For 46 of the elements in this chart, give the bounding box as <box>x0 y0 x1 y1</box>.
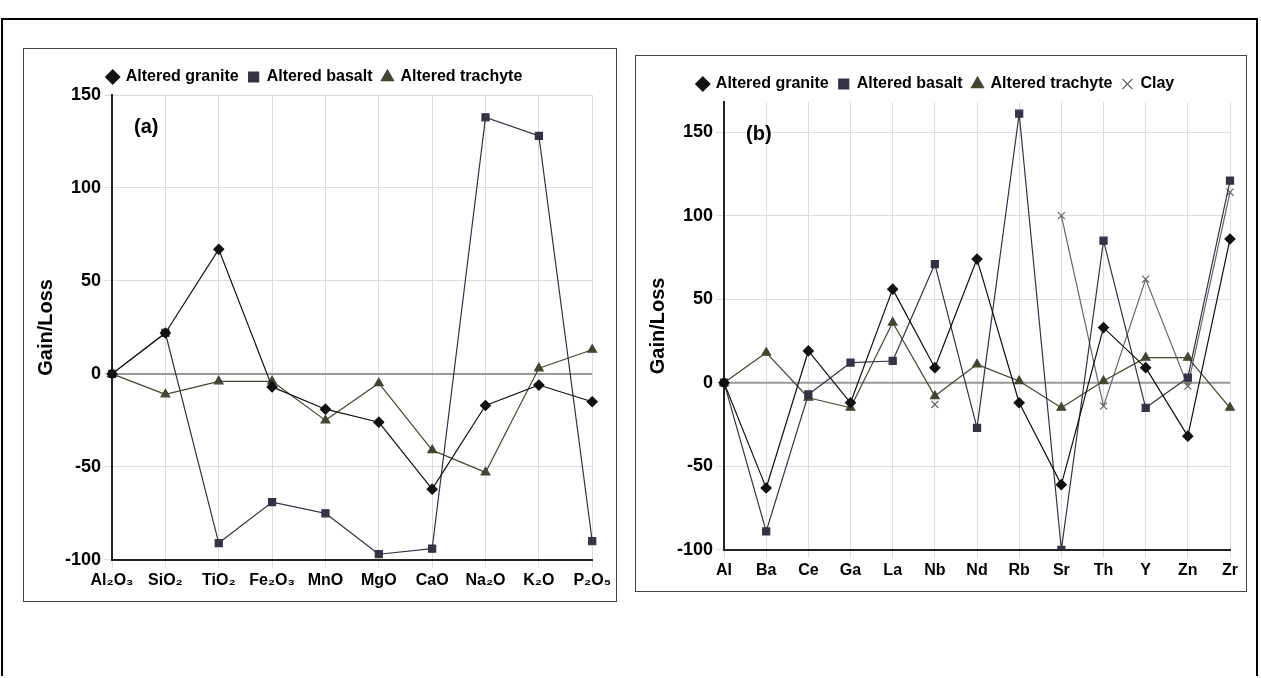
y-tick-label: -100 <box>677 538 714 559</box>
y-tick-label: -50 <box>687 455 714 476</box>
y-tick-label: 0 <box>91 362 102 383</box>
legend-label: Altered basalt <box>856 74 964 92</box>
legend-label: Clay <box>1140 74 1175 92</box>
x-tick-label: P₂O₅ <box>573 570 611 588</box>
y-tick-label: 100 <box>70 176 102 197</box>
x-tick-label: Na₂O <box>465 570 506 588</box>
annotation: (a) <box>134 114 159 137</box>
x-tick-label: Fe₂O₃ <box>249 570 295 588</box>
x-tick-label: MgO <box>361 570 397 588</box>
x-tick-label: K₂O <box>523 570 555 588</box>
legend-label: Altered trachyte <box>990 74 1113 92</box>
x-tick-label: Rb <box>1008 560 1031 578</box>
x-tick-label: Zn <box>1178 560 1198 578</box>
x-tick-label: MnO <box>307 570 344 588</box>
x-tick-label: Sr <box>1052 560 1070 578</box>
legend-label: Altered granite <box>125 67 239 85</box>
y-tick-label: -100 <box>65 548 102 569</box>
x-tick-label: Zr <box>1222 560 1238 578</box>
x-tick-label: Al₂O₃ <box>90 570 134 588</box>
x-tick-label: Nd <box>966 560 988 578</box>
x-tick-label: TiO₂ <box>201 570 236 588</box>
legend-label: Altered granite <box>715 74 829 92</box>
y-tick-label: 50 <box>81 269 102 290</box>
y-axis-title: Gain/Loss <box>645 277 668 375</box>
y-tick-label: -50 <box>75 455 102 476</box>
legend-label: Altered trachyte <box>400 67 523 85</box>
x-tick-label: Y <box>1140 560 1152 578</box>
x-tick-label: Th <box>1093 560 1114 578</box>
y-tick-label: 150 <box>682 121 714 142</box>
annotation: (b) <box>746 121 772 144</box>
x-tick-label: Ce <box>798 560 819 578</box>
x-tick-label: Ga <box>839 560 862 578</box>
y-tick-label: 100 <box>682 204 714 225</box>
x-tick-label: SiO₂ <box>148 570 183 588</box>
x-tick-label: Ba <box>755 560 777 578</box>
x-tick-label: La <box>883 560 903 578</box>
y-axis-title: Gain/Loss <box>33 279 56 376</box>
y-tick-label: 50 <box>693 288 714 309</box>
y-tick-label: 0 <box>703 371 714 392</box>
legend-label: Altered basalt <box>266 67 374 85</box>
x-tick-label: CaO <box>415 570 449 588</box>
x-tick-label: Al <box>716 560 733 578</box>
y-tick-label: 150 <box>70 83 102 104</box>
x-tick-label: Nb <box>924 560 946 578</box>
